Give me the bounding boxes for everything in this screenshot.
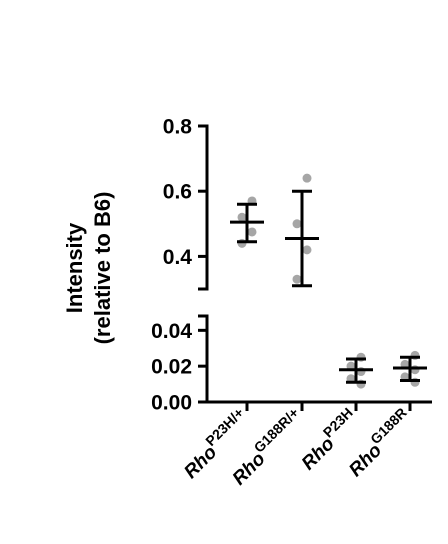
data-marks xyxy=(230,173,427,389)
axes: 0.4 0.6 0.8 0.00 0.02 0.04 xyxy=(151,116,432,415)
data-point xyxy=(237,238,247,248)
x-tick-label-gene: Rho xyxy=(229,449,270,490)
x-tick-label-superscript: P23H/+ xyxy=(202,404,247,449)
data-point xyxy=(292,219,302,229)
y-axis-title: Intensity (relative to B6) xyxy=(62,192,115,345)
x-tick-label-superscript: G188R xyxy=(367,404,410,447)
y-tick-label: 0.8 xyxy=(163,116,193,139)
y-tick-label: 0.6 xyxy=(163,181,192,204)
x-tick-label-gene: Rho xyxy=(298,433,339,474)
x-tick-label-superscript: G188R/+ xyxy=(251,404,302,455)
x-tick-label-superscript: P23H xyxy=(320,404,356,440)
y-tick-label: 0.02 xyxy=(151,356,192,379)
data-point xyxy=(237,212,247,222)
data-point xyxy=(292,274,302,284)
y-tick-label: 0.04 xyxy=(151,320,192,343)
data-point xyxy=(302,245,312,255)
x-tick-label-gene: Rho xyxy=(345,440,386,481)
y-tick-label: 0.00 xyxy=(151,392,192,415)
y-axis-title-line2: (relative to B6) xyxy=(90,192,115,345)
y-tick-label: 0.4 xyxy=(163,246,193,269)
data-point xyxy=(302,173,312,183)
y-axis-title-line1: Intensity xyxy=(62,222,87,313)
x-tick-label-gene: Rho xyxy=(180,442,221,483)
data-point xyxy=(247,227,257,237)
